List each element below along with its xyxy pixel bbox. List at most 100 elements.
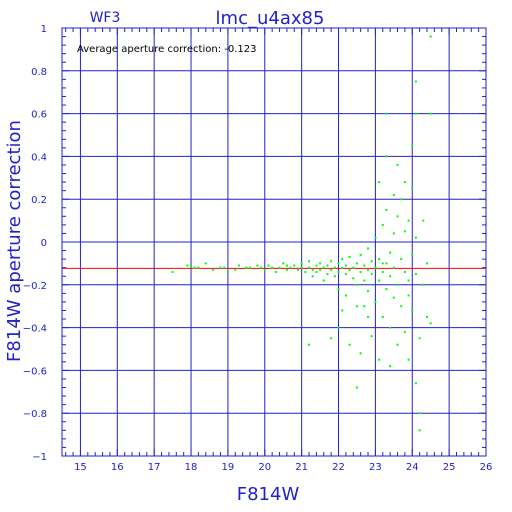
data-point [367,268,370,271]
data-point [249,266,252,269]
data-point [426,262,429,265]
data-point [308,343,311,346]
data-point [344,273,347,276]
data-point [407,294,410,297]
data-point [311,268,314,271]
chart-title: lmc_u4ax85 [216,8,325,29]
data-point [396,163,399,166]
data-point [355,386,358,389]
data-point [308,260,311,263]
data-point [300,266,303,269]
data-point [271,266,274,269]
y-tick-label: 0.8 [31,67,47,78]
data-point [411,144,414,147]
data-point [212,268,215,271]
data-point [363,279,366,282]
data-point [407,219,410,222]
x-tick-label: 22 [332,462,345,473]
data-point [385,262,388,265]
data-point [389,365,392,368]
y-tick-labels: −1 −0.8 −0.6 −0.4 −0.2 0 0.2 0.4 0.6 0.8 1 [23,24,47,463]
y-tick-label: 0.2 [31,195,47,206]
data-point [322,279,325,282]
x-axis-label: F814W [237,484,300,505]
data-point [319,268,322,271]
data-point [352,277,355,280]
data-point [341,266,344,269]
y-tick-label: 1 [41,24,47,35]
data-point [223,266,226,269]
y-axis-label: F814W aperture correction [4,120,25,362]
data-point [414,382,417,385]
data-point [226,270,229,273]
data-point [359,270,362,273]
data-point [352,266,355,269]
chart-subtitle: WF3 [90,10,121,26]
data-point [392,266,395,269]
data-point [171,270,174,273]
data-point [315,264,318,267]
data-point [355,283,358,286]
data-point [392,296,395,299]
y-tick-label: −0.6 [23,366,47,377]
data-point [403,230,406,233]
data-point [411,187,414,190]
data-point [337,326,340,329]
data-point [414,236,417,239]
data-point [300,262,303,265]
data-point [282,262,285,265]
data-point [381,315,384,318]
data-point [422,219,425,222]
chart-annotation: Average aperture correction: -0.123 [77,44,257,55]
data-points [171,35,432,432]
data-point [392,232,395,235]
data-point [403,330,406,333]
data-point [374,300,377,303]
data-point [407,279,410,282]
data-point [359,352,362,355]
data-point [296,268,299,271]
data-point [385,155,388,158]
data-point [422,283,425,286]
data-point [197,266,200,269]
data-point [344,294,347,297]
data-point [237,264,240,267]
x-tick-label: 25 [443,462,456,473]
data-point [414,80,417,83]
data-point [396,343,399,346]
data-point [367,290,370,293]
data-point [378,181,381,184]
data-point [381,223,384,226]
data-point [385,112,388,115]
data-point [370,335,373,338]
grid [62,28,486,456]
data-point [285,268,288,271]
data-point [341,309,344,312]
data-point [429,112,432,115]
x-tick-labels: 15 16 17 18 19 20 21 22 23 24 25 26 [74,462,492,473]
y-tick-label: 0.4 [31,152,47,163]
data-point [385,208,388,211]
data-point [311,275,314,278]
data-point [319,262,322,265]
y-tick-label: −0.2 [23,281,47,292]
ticks [62,27,487,457]
y-tick-label: −0.4 [23,324,47,335]
x-tick-label: 17 [148,462,161,473]
data-point [263,268,266,271]
x-tick-label: 21 [295,462,308,473]
data-point [389,275,392,278]
data-point [363,264,366,267]
data-point [204,262,207,265]
data-point [400,258,403,261]
data-point [429,35,432,38]
data-point [285,264,288,267]
data-point [418,412,421,415]
data-point [333,275,336,278]
x-tick-label: 23 [369,462,382,473]
data-point [363,305,366,308]
data-point [274,270,277,273]
data-point [378,279,381,282]
data-point [289,266,292,269]
